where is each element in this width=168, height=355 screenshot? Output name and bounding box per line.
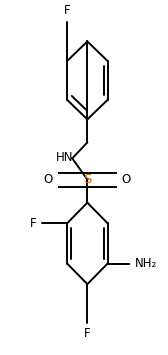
Text: F: F [84,327,91,340]
Text: HN: HN [56,151,73,164]
Text: S: S [83,173,92,186]
Text: F: F [64,4,71,17]
Text: NH₂: NH₂ [135,257,157,270]
Text: O: O [122,173,131,186]
Text: O: O [44,173,53,186]
Text: F: F [30,217,36,230]
